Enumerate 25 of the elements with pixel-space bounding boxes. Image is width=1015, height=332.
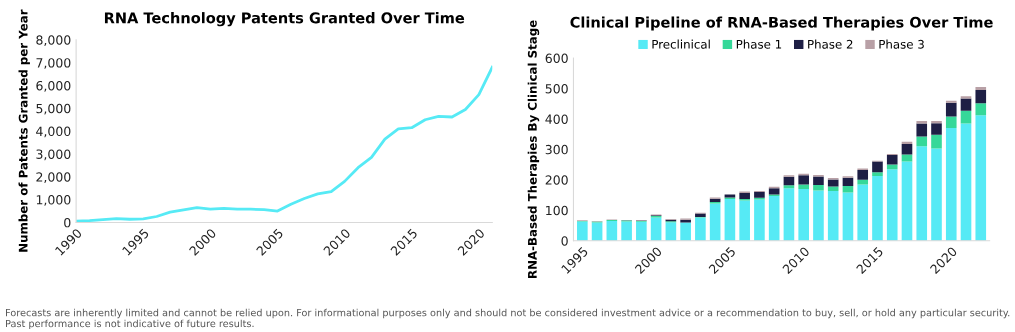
y-axis-title: RNA-Based Therapies By Clinical Stage [527,20,540,278]
y-tick-label: 5,000 [36,103,71,115]
y-axis-title: Number of Patents Granted per Year [18,9,30,252]
y-tick-label: 3,000 [36,149,71,161]
y-tick-label: 600 [545,53,568,64]
legend-label: Preclinical [652,39,710,49]
y-tick-label: 200 [545,175,568,185]
y-tick-label: 0 [64,217,71,228]
y-tick-label: 300 [545,144,568,155]
chart-title: RNA Technology Patents Granted Over Time [104,12,465,27]
chart-title: Clinical Pipeline of RNA-Based Therapies Over Time [570,16,993,31]
legend-label: Phase 2 [808,39,853,49]
y-tick-label: 7,000 [36,58,71,69]
y-tick-label: 1,000 [36,195,71,206]
legend-label: Phase 3 [879,39,924,49]
y-tick-label: 6,000 [36,80,71,92]
y-tick-label: 400 [545,114,568,124]
y-tick-label: 8,000 [36,35,71,47]
legend-label: Phase 1 [736,39,782,49]
y-tick-label: 100 [546,205,568,216]
y-tick-label: 4,000 [36,126,71,138]
y-tick-label: 500 [545,84,568,94]
y-tick-label: 0 [561,236,568,246]
text: Forecasts are inherently limited and cannot be relied upon. For informational purposes only and should not be considered investment advice or a recommendation to buy, sell, or hold any particular security. Past performance is not indicative of future results. [6,308,1010,330]
y-tick-label: 2,000 [36,172,71,183]
